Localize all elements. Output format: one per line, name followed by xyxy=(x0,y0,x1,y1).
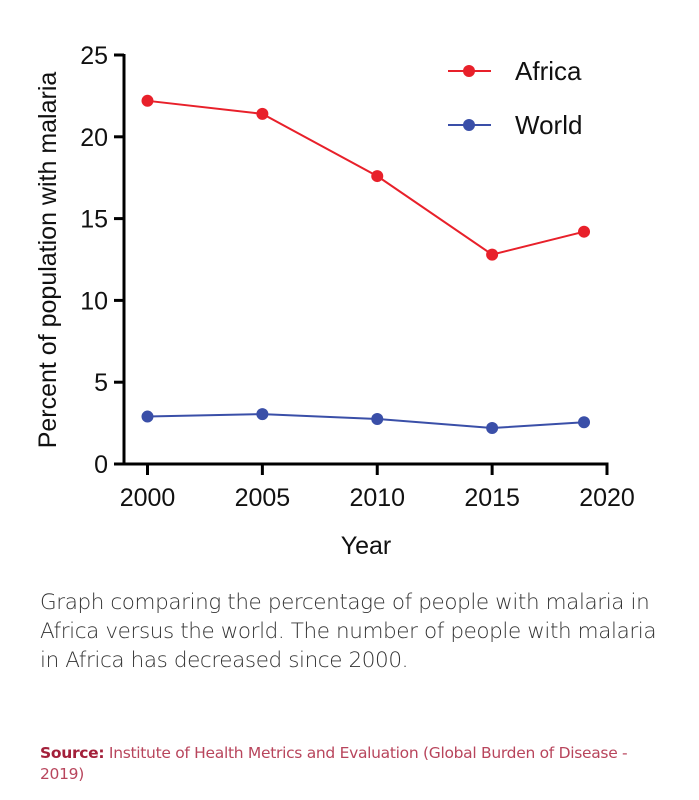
data-point-africa xyxy=(371,170,384,183)
series-line-world xyxy=(147,413,585,430)
line-chart: 0 5 10 15 20 25 2000 2005 2010 2015 2020 Africa Wor… xyxy=(34,42,635,560)
data-point-world xyxy=(486,422,499,435)
data-point-africa xyxy=(486,248,499,261)
data-point-world xyxy=(371,413,384,426)
y-tick-label: 0 xyxy=(94,451,108,479)
x-tick-label: 2005 xyxy=(235,484,291,512)
legend-marker-africa xyxy=(463,65,475,77)
x-tick-label: 2015 xyxy=(464,484,520,512)
x-tick-label: 2010 xyxy=(349,484,405,512)
data-point-africa xyxy=(256,107,269,120)
axes: 0 5 10 15 20 25 2000 2005 2010 2015 2020 xyxy=(80,42,635,512)
x-tick-label: 2000 xyxy=(120,484,176,512)
source-note: Source: Institute of Health Metrics and … xyxy=(40,743,660,785)
y-tick-label: 5 xyxy=(94,369,108,397)
y-tick-label: 15 xyxy=(80,206,108,234)
source-text: Institute of Health Metrics and Evaluati… xyxy=(40,744,628,783)
data-point-africa xyxy=(578,225,591,238)
legend: Africa World xyxy=(448,56,582,140)
y-tick-label: 10 xyxy=(80,287,108,315)
series-group xyxy=(141,94,591,435)
legend-label-world: World xyxy=(515,110,582,140)
y-tick-label: 25 xyxy=(80,42,108,70)
data-point-world xyxy=(141,410,154,423)
x-tick-label: 2020 xyxy=(579,484,635,512)
data-point-world xyxy=(578,416,591,429)
y-tick-label: 20 xyxy=(80,124,108,152)
x-axis-label: Year xyxy=(341,532,392,560)
y-axis-label: Percent of population with malaria xyxy=(34,72,62,449)
chart-caption: Graph comparing the percentage of people… xyxy=(40,590,657,673)
data-point-africa xyxy=(141,94,154,107)
data-point-world xyxy=(256,408,269,421)
source-label: Source: xyxy=(40,744,105,762)
legend-marker-world xyxy=(463,119,475,131)
legend-label-africa: Africa xyxy=(515,56,582,86)
